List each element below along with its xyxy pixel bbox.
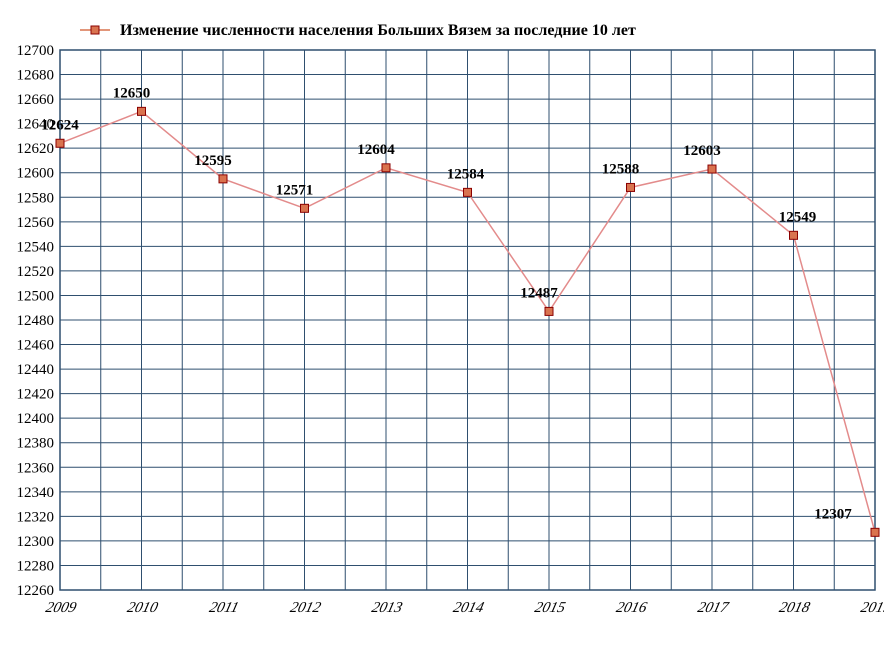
svg-text:12340: 12340 (17, 485, 55, 501)
svg-text:12571: 12571 (276, 182, 314, 198)
svg-text:12500: 12500 (17, 288, 55, 304)
svg-text:12650: 12650 (113, 85, 151, 101)
svg-text:12400: 12400 (17, 411, 55, 427)
svg-text:12380: 12380 (17, 436, 55, 452)
svg-text:12603: 12603 (683, 143, 721, 159)
svg-text:2010: 2010 (126, 599, 161, 616)
svg-text:12540: 12540 (17, 239, 55, 255)
svg-text:12520: 12520 (17, 264, 55, 280)
svg-text:2016: 2016 (615, 599, 650, 616)
svg-text:2018: 2018 (778, 599, 813, 616)
svg-text:12588: 12588 (602, 161, 640, 177)
svg-text:2014: 2014 (452, 599, 487, 616)
svg-text:12604: 12604 (357, 142, 395, 158)
svg-text:2013: 2013 (370, 599, 405, 616)
svg-text:12580: 12580 (17, 190, 55, 206)
svg-text:12624: 12624 (41, 117, 79, 133)
svg-text:Изменение численности населени: Изменение численности населения Больших … (120, 22, 636, 39)
population-chart: 12260 12280 12300 12320 12340 12360 12380 12400… (0, 0, 884, 650)
svg-text:12280: 12280 (17, 558, 55, 574)
svg-text:12460: 12460 (17, 338, 55, 354)
svg-text:12700: 12700 (17, 43, 55, 59)
svg-text:2015: 2015 (533, 599, 568, 616)
svg-text:12300: 12300 (17, 534, 55, 550)
svg-text:12549: 12549 (779, 209, 817, 225)
svg-text:12260: 12260 (17, 583, 55, 599)
svg-text:2009: 2009 (44, 599, 79, 616)
svg-text:12680: 12680 (17, 68, 55, 84)
svg-text:12320: 12320 (17, 509, 55, 525)
svg-text:12420: 12420 (17, 387, 55, 403)
chart-svg: 12260 12280 12300 12320 12340 12360 12380 12400… (0, 0, 884, 650)
svg-text:2017: 2017 (696, 599, 732, 616)
svg-text:2011: 2011 (208, 599, 241, 616)
svg-text:2012: 2012 (289, 599, 324, 616)
svg-text:12620: 12620 (17, 141, 55, 157)
svg-text:2019: 2019 (859, 599, 884, 616)
svg-text:12600: 12600 (17, 166, 55, 182)
svg-text:12660: 12660 (17, 92, 55, 108)
svg-text:12307: 12307 (814, 506, 852, 522)
svg-text:12480: 12480 (17, 313, 55, 329)
svg-text:12360: 12360 (17, 460, 55, 476)
svg-text:12584: 12584 (447, 166, 485, 182)
svg-text:12440: 12440 (17, 362, 55, 378)
svg-text:12487: 12487 (520, 285, 558, 301)
svg-text:12595: 12595 (194, 153, 232, 169)
svg-text:12560: 12560 (17, 215, 55, 231)
